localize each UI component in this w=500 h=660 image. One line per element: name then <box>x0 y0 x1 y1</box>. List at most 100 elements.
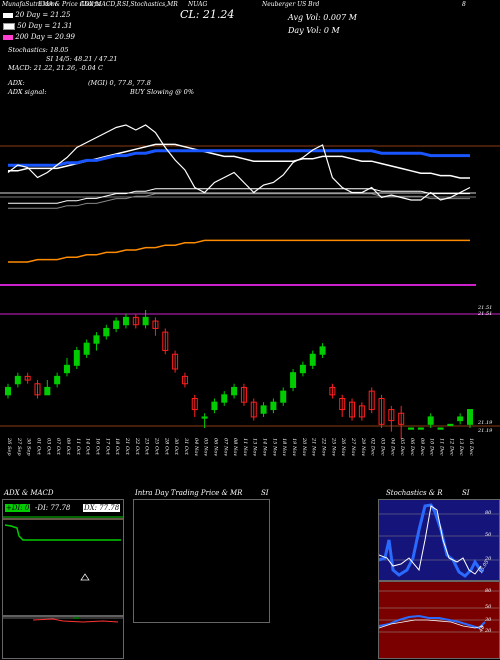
header-extra: 8 <box>462 1 466 8</box>
rsi-axis-50: 50 <box>485 604 492 610</box>
candle-body <box>162 331 169 352</box>
adx-macd-lines <box>3 516 123 623</box>
candle-body <box>437 427 444 430</box>
adx-panel-title: ADX & MACD <box>4 489 54 497</box>
adx-label: ADX: <box>8 79 25 87</box>
ema100-line <box>8 188 470 204</box>
date-label: 26 Nov <box>340 437 346 456</box>
stochastics-chart <box>379 503 499 578</box>
date-label: 31 Oct <box>183 438 189 456</box>
rsi-panel: 80 50 30 20 48 <box>378 581 500 659</box>
candle-body <box>54 375 61 385</box>
date-label: 25 Oct <box>153 437 159 456</box>
stoch-axis-50: 50 <box>485 532 492 538</box>
candle-body <box>408 427 415 430</box>
header-site: MunafaSutra.com <box>2 1 57 8</box>
date-label: 02 Dec <box>370 438 376 456</box>
stoch-axis-20: 20 <box>485 556 492 562</box>
adx-line <box>4 524 121 541</box>
date-label: 07 Nov <box>222 438 228 456</box>
macd-hist <box>32 618 119 623</box>
date-label: 21 Nov <box>311 437 317 456</box>
date-label: 09 Dec <box>419 438 425 456</box>
avg-volume: Avg Vol: 0.007 M <box>288 13 357 22</box>
candle-body <box>299 364 306 374</box>
adx-signal-label: ADX signal: <box>8 88 47 96</box>
candle-body <box>191 398 198 411</box>
date-label: 14 Nov <box>262 438 268 456</box>
date-label: 12 Dec <box>448 438 454 456</box>
date-label: 06 Dec <box>409 438 415 456</box>
adx-plus-di: +DI: 0 <box>5 504 31 512</box>
date-label: 25 Nov <box>330 437 336 456</box>
close-price-line <box>7 124 471 201</box>
candle-body <box>349 401 356 418</box>
price-label-1: 21.51 <box>478 305 493 311</box>
stoch-panel-title: Stochastics & R <box>386 489 443 497</box>
stochastics-value: Stochastics: 18.05 <box>8 46 69 54</box>
candle-body <box>5 386 11 396</box>
date-label: 05 Nov <box>203 438 209 456</box>
candle-body <box>388 409 395 422</box>
date-label: 03 Oct <box>45 438 51 456</box>
date-label: 06 Nov <box>212 438 218 456</box>
date-label: 27 Nov <box>350 437 356 456</box>
candles <box>5 310 473 440</box>
macd-value: MACD: 21.22, 21.26, -0.04 C <box>8 64 103 72</box>
intraday-panel <box>133 499 270 623</box>
legend-ema20: 20 Day = 21.25 <box>3 11 70 19</box>
candle-body <box>201 416 208 419</box>
rsi-axis-30: 30 <box>485 617 492 623</box>
candle-body <box>211 401 218 411</box>
date-label: 18 Nov <box>281 438 287 456</box>
date-label: 04 Nov <box>193 438 199 456</box>
legend-ema50: 50 Day = 21.31 <box>3 22 72 30</box>
stoch-axis-80: 80 <box>485 510 492 516</box>
candle-body <box>457 416 464 422</box>
date-label: 20 Nov <box>301 437 307 456</box>
candle-body <box>103 327 110 337</box>
date-label: 05 Dec <box>399 438 405 456</box>
stoch-d <box>379 505 482 575</box>
intraday-panel-si: SI <box>261 489 269 497</box>
candle-body <box>44 386 51 396</box>
adx-dx: DX: 77.78 <box>83 504 121 512</box>
rsi-value: SI 14/5: 48.21 / 47.21 <box>46 55 118 63</box>
date-label: 07 Oct <box>55 438 61 456</box>
date-label: 11 Nov <box>242 438 248 456</box>
close-price: CL: 21.24 <box>180 8 235 21</box>
candle-body <box>290 372 297 388</box>
date-label: 03 Dec <box>380 438 386 456</box>
price-label-4: 21.19 <box>478 428 493 434</box>
ema-lines <box>0 124 500 315</box>
date-label: 22 Nov <box>321 437 327 456</box>
candle-body <box>14 375 21 385</box>
date-label: 11 Oct <box>75 438 81 456</box>
candle-body <box>398 412 405 425</box>
date-label: 27 Sep <box>16 437 22 456</box>
date-axis: 26 Sep 27 Sep 30 Sep 01 Oct 03 Oct 07 Oct 09 O… <box>6 437 474 456</box>
rsi-axis-80: 80 <box>485 588 492 594</box>
date-label: 29 Nov <box>360 437 366 456</box>
header-ema: EMA & Price Charts <box>38 1 101 8</box>
date-label: 23 Oct <box>144 437 150 456</box>
candle-body <box>63 364 70 374</box>
candle-body <box>181 375 188 385</box>
date-label: 09 Oct <box>65 438 71 456</box>
rsi-chart <box>379 590 499 633</box>
header-adx: ADX,MACD,R <box>80 1 122 8</box>
adx-marker <box>80 573 90 581</box>
candle-body <box>260 405 267 414</box>
date-label: 16 Oct <box>94 438 100 456</box>
rsi-axis-20: 20 <box>485 628 492 634</box>
date-label: 21 Oct <box>124 437 130 456</box>
candle-body <box>73 350 80 366</box>
date-label: 14 Oct <box>85 438 91 456</box>
candle-body <box>152 320 159 329</box>
candle-body <box>142 316 149 326</box>
candle-body <box>319 346 326 355</box>
stochastics-panel: 80 50 20 15.05 <box>378 499 500 581</box>
intraday-panel-title: Intra Day Trading Price & MR <box>135 489 243 497</box>
date-label: 01 Oct <box>35 438 41 456</box>
date-label: 11 Dec <box>439 438 445 456</box>
